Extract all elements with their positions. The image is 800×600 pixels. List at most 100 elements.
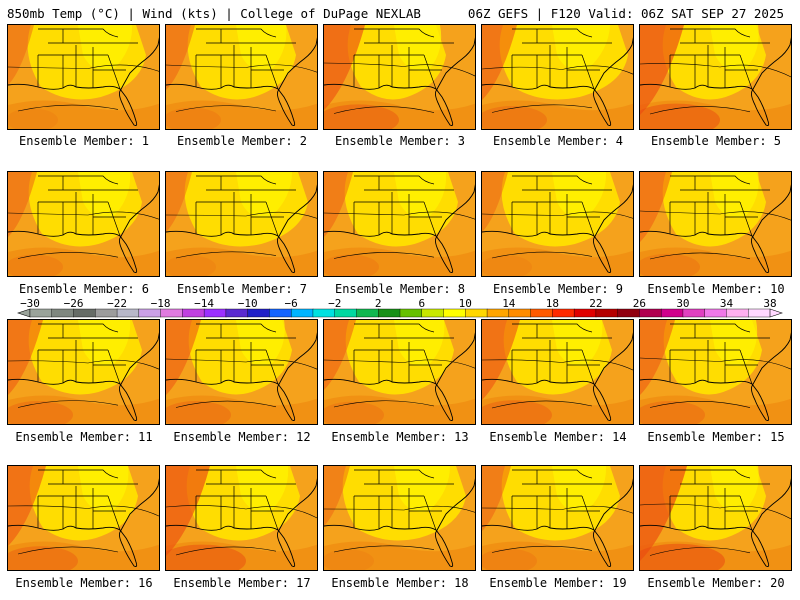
member-label: Ensemble Member: 3 bbox=[334, 134, 466, 148]
colorbar-tick-label: −10 bbox=[237, 297, 258, 310]
temperature-field-map bbox=[166, 172, 317, 276]
colorbar-tick-label: −6 bbox=[284, 297, 298, 310]
colorbar-tick-label: 14 bbox=[502, 297, 516, 310]
colorbar-tick-label: 2 bbox=[374, 297, 382, 310]
colorbar-tick-label: 34 bbox=[719, 297, 734, 310]
colorbar-swatch bbox=[639, 308, 662, 318]
colorbar-swatch bbox=[508, 308, 532, 318]
colorbar-swatch bbox=[573, 308, 597, 318]
colorbar-tick-label: 22 bbox=[589, 297, 603, 310]
temperature-field-map bbox=[640, 320, 791, 424]
ensemble-member-map bbox=[481, 171, 634, 277]
member-label: Ensemble Member: 14 bbox=[489, 430, 627, 444]
temperature-field-map bbox=[166, 466, 317, 570]
colorbar-tick-label: −22 bbox=[107, 297, 127, 310]
ensemble-member-map bbox=[165, 465, 318, 571]
ensemble-member-map bbox=[165, 171, 318, 277]
colorbar-tick-label: −14 bbox=[194, 297, 215, 310]
member-label: Ensemble Member: 12 bbox=[173, 430, 311, 444]
member-label: Ensemble Member: 4 bbox=[492, 134, 624, 148]
colorbar-swatch bbox=[682, 308, 706, 318]
member-label: Ensemble Member: 16 bbox=[15, 576, 153, 590]
colorbar-swatch bbox=[704, 308, 727, 318]
ensemble-member-map bbox=[7, 319, 160, 425]
colorbar-swatch bbox=[225, 308, 249, 318]
member-label: Ensemble Member: 1 bbox=[18, 134, 150, 148]
ensemble-member-map bbox=[639, 465, 792, 571]
colorbar-swatch bbox=[116, 308, 140, 318]
colorbar-tick-label: 6 bbox=[418, 297, 426, 310]
temperature-field-map bbox=[482, 466, 633, 570]
colorbar-swatch bbox=[247, 308, 270, 318]
ensemble-member-map bbox=[7, 465, 160, 571]
member-label: Ensemble Member: 19 bbox=[489, 576, 627, 590]
ensemble-member-map bbox=[639, 319, 792, 425]
ensemble-member-map bbox=[481, 465, 634, 571]
colorbar-max-arrow bbox=[769, 308, 783, 318]
temperature-colorbar bbox=[17, 308, 783, 318]
ensemble-member-map bbox=[639, 24, 792, 130]
colorbar-swatch bbox=[29, 308, 53, 318]
ensemble-member-map bbox=[481, 24, 634, 130]
temperature-field-map bbox=[482, 320, 633, 424]
temperature-field-map bbox=[324, 25, 475, 129]
temperature-field-map bbox=[8, 320, 159, 424]
colorbar-swatch bbox=[552, 308, 575, 318]
colorbar-tick-label: 30 bbox=[676, 297, 690, 310]
member-label: Ensemble Member: 7 bbox=[176, 282, 308, 296]
member-label: Ensemble Member: 9 bbox=[492, 282, 624, 296]
ensemble-member-map bbox=[165, 24, 318, 130]
ensemble-member-map bbox=[323, 171, 476, 277]
colorbar-swatch bbox=[160, 308, 183, 318]
temperature-field-map bbox=[166, 25, 317, 129]
member-label: Ensemble Member: 11 bbox=[15, 430, 153, 444]
temperature-field-map bbox=[640, 466, 791, 570]
colorbar-swatch bbox=[486, 308, 510, 318]
colorbar-swatch bbox=[530, 308, 553, 318]
colorbar-swatch bbox=[290, 308, 314, 318]
run-valid-time: 06Z GEFS | F120 Valid: 06Z SAT SEP 27 20… bbox=[467, 6, 784, 21]
colorbar-swatch bbox=[138, 308, 162, 318]
colorbar-swatch bbox=[465, 308, 488, 318]
colorbar-swatch bbox=[356, 308, 379, 318]
colorbar-swatch bbox=[95, 308, 118, 318]
ensemble-member-map bbox=[323, 24, 476, 130]
member-label: Ensemble Member: 17 bbox=[173, 576, 311, 590]
product-title: 850mb Temp (°C) | Wind (kts) | College o… bbox=[7, 6, 421, 21]
temperature-field-map bbox=[482, 172, 633, 276]
colorbar-tick-label: 10 bbox=[458, 297, 472, 310]
member-label: Ensemble Member: 5 bbox=[650, 134, 782, 148]
temperature-field-map bbox=[324, 172, 475, 276]
colorbar-swatch bbox=[595, 308, 619, 318]
member-label: Ensemble Member: 2 bbox=[176, 134, 308, 148]
colorbar-swatch bbox=[399, 308, 423, 318]
colorbar-tick-label: −30 bbox=[20, 297, 40, 310]
colorbar-swatch bbox=[312, 308, 336, 318]
temperature-field-map bbox=[640, 172, 791, 276]
temperature-field-map bbox=[8, 466, 159, 570]
colorbar-tick-label: 38 bbox=[763, 297, 777, 310]
colorbar-tick-label: −2 bbox=[328, 297, 342, 310]
colorbar-swatch bbox=[334, 308, 357, 318]
colorbar-swatch bbox=[269, 308, 292, 318]
colorbar-swatch bbox=[443, 308, 466, 318]
member-label: Ensemble Member: 6 bbox=[18, 282, 150, 296]
member-label: Ensemble Member: 18 bbox=[331, 576, 469, 590]
colorbar-swatch bbox=[748, 308, 771, 318]
colorbar-tick-label: 18 bbox=[545, 297, 559, 310]
ensemble-member-map bbox=[7, 24, 160, 130]
member-label: Ensemble Member: 10 bbox=[647, 282, 785, 296]
colorbar-tick-label: 26 bbox=[632, 297, 647, 310]
temperature-field-map bbox=[324, 320, 475, 424]
temperature-field-map bbox=[8, 25, 159, 129]
temperature-field-map bbox=[324, 466, 475, 570]
temperature-field-map bbox=[166, 320, 317, 424]
ensemble-member-map bbox=[323, 465, 476, 571]
ensemble-member-map bbox=[323, 319, 476, 425]
member-label: Ensemble Member: 20 bbox=[647, 576, 785, 590]
colorbar-swatch bbox=[378, 308, 401, 318]
colorbar-swatch bbox=[726, 308, 749, 318]
colorbar-tick-label: −18 bbox=[150, 297, 171, 310]
member-label: Ensemble Member: 8 bbox=[334, 282, 466, 296]
ensemble-member-map bbox=[639, 171, 792, 277]
